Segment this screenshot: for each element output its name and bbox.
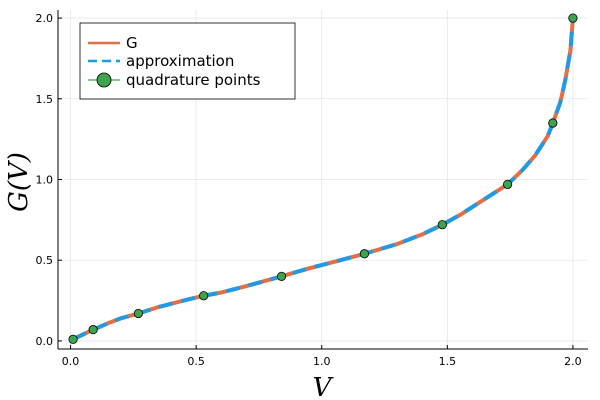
quadrature-point-marker xyxy=(133,308,143,319)
approximation-line xyxy=(72,17,575,342)
quadrature-point-marker xyxy=(568,13,578,23)
tick-marks xyxy=(58,17,574,349)
y-tick-label: 2.0 xyxy=(36,12,54,25)
y-tick-label: 1.0 xyxy=(36,174,54,187)
quadrature-point-marker xyxy=(503,179,513,189)
quadrature-point-marker xyxy=(437,220,447,230)
legend: G approximation quadrature points xyxy=(79,22,296,100)
legend-label-quadrature-points: quadrature points xyxy=(126,71,261,89)
y-tick-label: 1.5 xyxy=(36,93,54,106)
quadrature-point-marker xyxy=(548,118,558,128)
x-tick-label: 0.0 xyxy=(62,355,80,368)
legend-label-approximation: approximation xyxy=(126,52,234,70)
x-tick-label: 2.0 xyxy=(564,355,582,368)
quadrature-point-marker xyxy=(199,291,209,301)
quadrature-point-marker xyxy=(276,271,287,281)
legend-label-g: G xyxy=(126,34,138,52)
x-tick-label: 0.5 xyxy=(187,355,205,368)
y-tick-label: 0.5 xyxy=(36,254,54,267)
quadrature-point-marker xyxy=(88,325,98,335)
legend-box xyxy=(79,22,296,100)
legend-swatch-quadrature-marker xyxy=(96,72,112,88)
y-tick-labels: 0.0 0.5 1.0 1.5 2.0 xyxy=(36,12,54,348)
y-tick-label: 0.0 xyxy=(36,335,54,348)
quadrature-markers xyxy=(68,13,578,344)
x-tick-labels: 0.0 0.5 1.0 1.5 2.0 xyxy=(62,355,582,368)
x-tick-label: 1.0 xyxy=(313,355,331,368)
y-axis-label: G(V) xyxy=(4,152,34,212)
quadrature-point-marker xyxy=(359,249,370,259)
x-tick-label: 1.5 xyxy=(439,355,457,368)
x-axis-label: V xyxy=(313,373,334,400)
quadrature-point-marker xyxy=(68,334,78,344)
